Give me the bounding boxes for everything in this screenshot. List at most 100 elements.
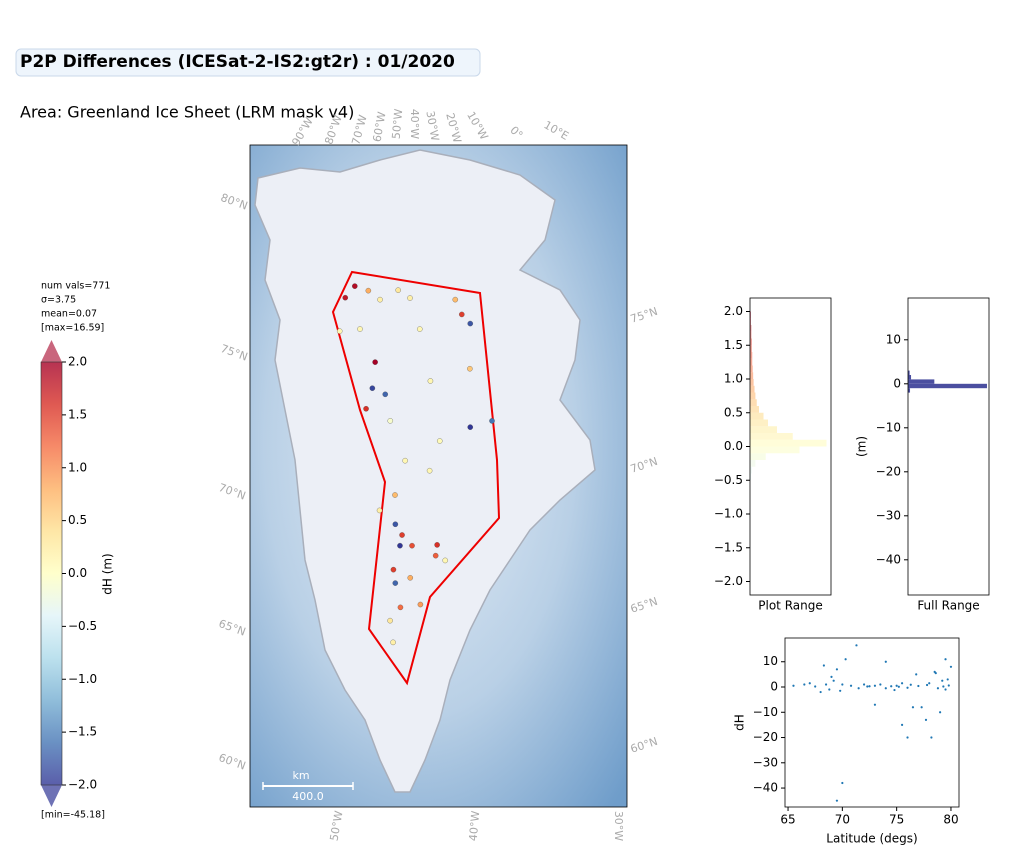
map-point <box>459 311 465 318</box>
y-tick-label: −10 <box>876 420 901 434</box>
scatter-point <box>947 684 950 687</box>
scatter-point <box>925 683 929 687</box>
scatter-point <box>841 781 844 785</box>
hist-bar <box>750 352 753 359</box>
y-tick-label: −40 <box>876 552 901 566</box>
scatter-point <box>917 684 920 688</box>
scatter-point <box>934 672 937 675</box>
title-box <box>15 48 481 77</box>
hist-bar <box>750 379 754 386</box>
hist-bar <box>750 385 755 393</box>
map-point <box>376 507 383 514</box>
map-point <box>377 296 383 303</box>
scatter-point <box>873 703 877 706</box>
scatter-point <box>936 687 940 690</box>
scatter-point <box>868 685 871 688</box>
map-point <box>417 601 424 608</box>
map-point <box>402 457 408 464</box>
scatter-point <box>893 688 896 692</box>
colorbar-tick-label: 1.5 <box>68 407 87 421</box>
scatter-point <box>855 644 858 647</box>
lon-label: 50°W <box>390 108 406 140</box>
map-point <box>442 557 448 564</box>
y-tick-label: −40 <box>753 781 778 795</box>
y-tick-label: 0 <box>770 680 778 694</box>
stat: [max=16.59] <box>41 323 104 334</box>
x-tick-label: 80 <box>943 813 958 827</box>
map-point <box>390 639 396 646</box>
scale-length: 400.0 <box>292 790 324 803</box>
hist-bar <box>750 453 766 460</box>
lat-label: 65°N <box>217 617 248 639</box>
scale-unit: km <box>292 769 309 782</box>
map-point <box>427 378 434 384</box>
lon-label: 50°W <box>327 810 345 842</box>
axes-frame <box>784 637 960 808</box>
x-label: Full Range <box>917 599 979 613</box>
hist-bar <box>750 473 751 481</box>
x-tick-label: 65 <box>780 813 795 827</box>
scatter-point <box>873 684 877 687</box>
lat-label: 60°N <box>217 751 248 773</box>
y-tick-label: 0 <box>893 376 901 390</box>
hist-bar <box>750 311 751 319</box>
colorbar-tick-label: −1.0 <box>68 672 97 686</box>
map-point <box>352 283 358 289</box>
title: P2P Differences (ICESat-2-IS2:gt2r) : 01… <box>20 52 455 72</box>
lat-label: 65°N <box>629 595 659 616</box>
map-point <box>409 542 415 549</box>
greenland <box>254 149 596 793</box>
y-tick-label: 10 <box>886 332 901 346</box>
lon-label: 10°W <box>464 109 491 142</box>
map-point <box>372 359 378 365</box>
map-point <box>387 617 393 624</box>
map-point <box>467 320 474 327</box>
colorbar-extend-min <box>41 785 62 807</box>
y-tick-label: 2.0 <box>724 304 743 318</box>
hist-bar <box>908 388 911 393</box>
hist-bar <box>750 365 753 373</box>
hist-bar <box>750 338 752 346</box>
map-point <box>399 532 405 538</box>
stat: num vals=771 <box>41 281 110 292</box>
mask-outline <box>331 270 501 686</box>
scatter-point <box>941 679 944 682</box>
y-tick-label: −20 <box>876 464 901 478</box>
map-point <box>392 492 398 498</box>
colorbar-tick-label: 2.0 <box>68 355 87 369</box>
map-point <box>467 365 473 372</box>
x-tick-label: 75 <box>889 813 904 827</box>
lon-label: 40°W <box>408 109 421 139</box>
scatter-point <box>832 679 835 682</box>
scatter-point <box>915 673 918 676</box>
y-tick-label: 1.0 <box>724 372 743 386</box>
hist-bar <box>750 325 752 332</box>
hist-bar <box>908 375 912 380</box>
map-point <box>382 391 388 398</box>
y-tick-label: −1.0 <box>714 507 743 521</box>
lat-label: 75°N <box>629 305 659 326</box>
lon-label: 30°W <box>423 110 441 142</box>
scatter-point <box>819 690 822 694</box>
y-tick-label: 0.5 <box>724 405 743 419</box>
scatter-point <box>824 683 828 686</box>
map-point <box>390 566 397 573</box>
map-point <box>437 438 443 444</box>
colorbar-label: dH (m) <box>101 553 115 595</box>
lon-label: 60°W <box>370 111 388 143</box>
scatter-point <box>844 658 847 661</box>
scatter-point <box>808 682 811 685</box>
hist-bar <box>750 345 752 352</box>
map-background <box>250 145 627 807</box>
map-point <box>407 295 413 301</box>
hist-bar <box>750 460 756 467</box>
scatter-point <box>928 682 931 685</box>
colorbar-tick-label: −0.5 <box>68 619 97 633</box>
scatter-point <box>897 685 900 688</box>
lat-label: 80°N <box>219 191 250 213</box>
colorbar-tick-label: −1.5 <box>68 725 97 739</box>
scatter-point <box>841 683 844 686</box>
hist-bar <box>750 331 752 339</box>
scatter-point <box>835 668 839 671</box>
